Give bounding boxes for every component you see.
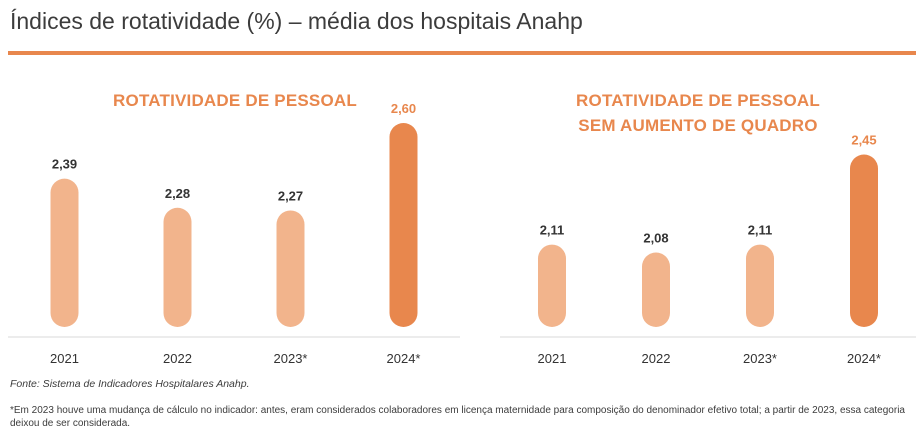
value-label: 2,08	[643, 231, 668, 246]
bar-2023	[746, 244, 774, 327]
value-label: 2,11	[540, 223, 565, 238]
bar-2024	[389, 123, 418, 327]
bar-2024	[850, 154, 878, 327]
bar-2021	[538, 244, 566, 327]
bar-chart-svg: 2,39 2021 2,28 2022 2,27 2023* 2,60 2024*	[8, 101, 460, 366]
chart-title-line: ROTATIVIDADE DE PESSOAL	[113, 91, 357, 110]
bar-chart-svg: 2,11 2021 2,08 2022 2,11 2023* 2,45 2024*	[500, 133, 916, 366]
category-label: 2023*	[743, 351, 777, 366]
category-label: 2021	[538, 351, 567, 366]
value-label: 2,45	[851, 133, 876, 148]
category-label: 2024*	[387, 351, 421, 366]
footnote: *Em 2023 houve uma mudança de cálculo no…	[10, 405, 905, 429]
chart-title-line: SEM AUMENTO DE QUADRO	[578, 116, 818, 135]
value-label: 2,27	[278, 188, 303, 203]
value-label: 2,11	[748, 223, 773, 238]
category-label: 2022	[642, 351, 671, 366]
bar-2023	[276, 210, 305, 327]
bar-2021	[50, 178, 79, 327]
bar-2022	[642, 252, 670, 327]
chart-title: ROTATIVIDADE DE PESSOAL	[0, 88, 470, 113]
value-label: 2,39	[52, 157, 77, 172]
chart-title: ROTATIVIDADE DE PESSOAL SEM AUMENTO DE Q…	[480, 88, 916, 138]
bar-2022	[163, 207, 192, 327]
chart-title-line: ROTATIVIDADE DE PESSOAL	[576, 91, 820, 110]
title-rule	[8, 51, 916, 55]
value-label: 2,60	[391, 101, 416, 116]
chart-rotatividade-pessoal: ROTATIVIDADE DE PESSOAL 2,39 2021 2,28 2022…	[0, 60, 470, 370]
chart-rotatividade-sem-aumento: ROTATIVIDADE DE PESSOAL SEM AUMENTO DE Q…	[480, 60, 916, 370]
source-note: Fonte: Sistema de Indicadores Hospitalar…	[10, 378, 250, 390]
category-label: 2024*	[847, 351, 881, 366]
category-label: 2023*	[274, 351, 308, 366]
category-label: 2021	[50, 351, 79, 366]
value-label: 2,28	[165, 186, 190, 201]
category-label: 2022	[163, 351, 192, 366]
page-title: Índices de rotatividade (%) – média dos …	[10, 8, 583, 34]
